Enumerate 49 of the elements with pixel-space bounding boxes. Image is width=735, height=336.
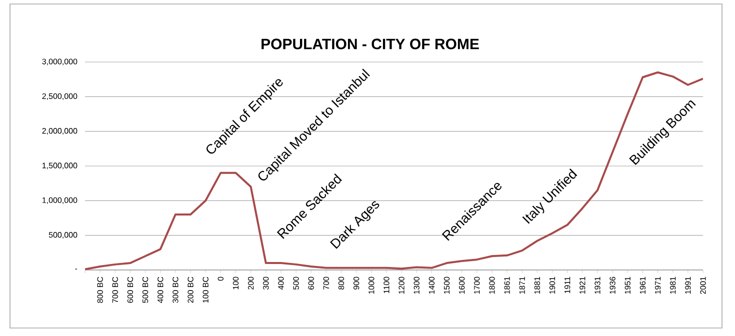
y-tick-label: 3,000,000 xyxy=(42,58,78,66)
x-tick-label: 800 BC xyxy=(97,276,103,303)
x-tick-label: 1991 xyxy=(685,276,691,294)
x-tick-label: 500 xyxy=(293,276,299,290)
y-tick-label: 1,500,000 xyxy=(42,162,78,170)
x-tick-label: 100 BC xyxy=(202,276,208,303)
x-tick-label: 1500 xyxy=(444,276,450,294)
x-tick-label: 1400 xyxy=(428,276,435,294)
x-tick-label: 900 xyxy=(353,276,360,290)
x-tick-label: 1901 xyxy=(549,276,556,294)
x-tick-label: 1971 xyxy=(654,276,661,294)
x-tick-label: 1981 xyxy=(670,276,676,294)
y-tick-label: 2,000,000 xyxy=(42,128,78,135)
x-tick-label: 2001 xyxy=(700,276,706,294)
x-tick-label: 700 BC xyxy=(112,276,118,303)
x-tick-label: 1881 xyxy=(534,276,540,294)
y-tick-label: 1,000,000 xyxy=(42,197,78,204)
x-tick-label: 400 xyxy=(278,276,284,290)
x-tick-label: 1200 xyxy=(398,276,404,294)
x-tick-label: 300 xyxy=(263,276,269,290)
y-tick-label: - xyxy=(75,268,78,270)
x-tick-label: 200 xyxy=(248,276,254,290)
x-tick-label: 0 xyxy=(218,276,224,281)
x-tick-label: 1300 xyxy=(414,276,420,294)
x-tick-label: 1921 xyxy=(580,276,586,294)
x-tick-label: 1931 xyxy=(594,276,600,294)
y-tick-label: 2,500,000 xyxy=(42,93,78,100)
x-tick-label: 700 xyxy=(323,276,330,290)
x-tick-label: 1961 xyxy=(640,276,646,294)
x-tick-label: 800 xyxy=(338,276,344,290)
x-tick-label: 100 xyxy=(232,276,239,290)
x-tick-label: 500 BC xyxy=(142,276,148,303)
x-tick-label: 200 BC xyxy=(188,276,194,303)
x-tick-label: 1800 xyxy=(489,276,495,294)
x-tick-label: 600 xyxy=(308,276,314,290)
chart-title: POPULATION - CITY OF ROME xyxy=(262,38,479,50)
x-tick-label: 1000 xyxy=(368,276,374,294)
x-tick-label: 1936 xyxy=(610,276,616,294)
x-tick-label: 300 BC xyxy=(172,276,178,303)
y-tick-label: 500,000 xyxy=(48,232,78,239)
x-tick-label: 1911 xyxy=(564,276,570,294)
x-tick-label: 1600 xyxy=(459,276,465,294)
x-tick-label: 1951 xyxy=(624,276,630,294)
x-tick-label: 1100 xyxy=(384,276,390,294)
x-tick-label: 400 BC xyxy=(158,276,164,304)
x-tick-label: 1700 xyxy=(474,276,480,294)
x-tick-label: 1871 xyxy=(519,276,525,294)
x-tick-label: 1861 xyxy=(504,276,510,294)
x-tick-label: 600 BC xyxy=(127,276,134,303)
